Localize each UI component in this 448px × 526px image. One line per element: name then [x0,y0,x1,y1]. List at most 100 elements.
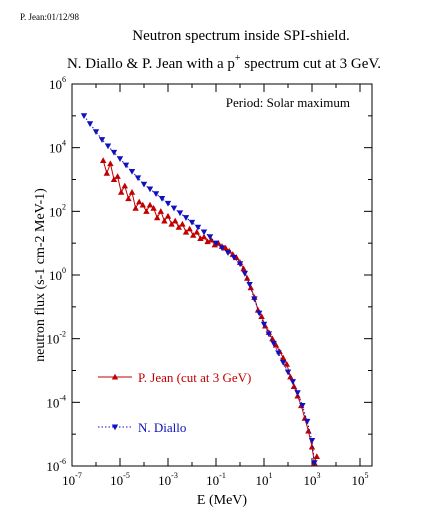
legend-ndiallo: N. Diallo [98,420,186,435]
y-tick-label: 10-2 [46,330,66,347]
series-pjean-point [200,233,208,240]
series-ndiallo-point [98,137,106,143]
series-ndiallo-point [194,224,202,231]
series-ndiallo-point [294,390,301,396]
legend-pjean-swatch-marker [111,373,119,380]
legend-ndiallo-label: N. Diallo [138,420,186,435]
series-pjean-point [172,217,179,224]
series-ndiallo-line [83,115,315,463]
series-ndiallo-point [92,129,100,135]
series-ndiallo-point [218,245,226,252]
series-pjean-point [164,212,172,219]
series-ndiallo-point [140,181,148,188]
series-ndiallo-point [152,191,160,198]
y-axis-label: neutron flux (s-1 cm-2 MeV-1) [33,188,48,362]
series-ndiallo-point [122,162,130,169]
y-tick-label: 10-4 [46,393,66,410]
y-tick-label: 104 [49,139,66,156]
series-ndiallo-point [265,331,272,338]
series-ndiallo-point [164,200,172,207]
y-tick-label: 106 [49,75,66,92]
series-pjean-point [175,224,182,230]
series-pjean-point [258,313,265,319]
x-tick-label: 105 [352,471,369,488]
x-tick-label: 10-1 [206,471,226,488]
series-ndiallo-point [275,350,282,357]
series-pjean-point [211,241,218,248]
series-pjean-point [107,160,114,167]
series-ndiallo-point [280,359,287,366]
x-tick-label: 10-3 [158,471,178,488]
legend-ndiallo-swatch-marker [111,424,119,431]
series-ndiallo-point [260,321,268,328]
series-pjean-point [182,228,190,235]
x-tick-label: 103 [304,471,321,488]
series-ndiallo-point [212,240,220,247]
series-pjean-point [269,335,276,342]
legend-pjean-label: P. Jean (cut at 3 GeV) [138,370,251,385]
series-ndiallo-point [116,156,124,163]
series-pjean-point [222,244,229,251]
series-ndiallo-point [224,250,232,256]
series-ndiallo-point [176,210,184,217]
series-pjean-point [100,157,107,163]
series-pjean-point [179,220,186,227]
series-pjean-point [280,354,287,361]
series-ndiallo-point [188,219,196,226]
series-pjean-point [283,360,290,367]
series-ndiallo-point [110,149,118,156]
series-pjean-point [146,201,154,208]
series-pjean-point [193,228,200,235]
series-ndiallo-point [270,340,277,347]
series-ndiallo-point [206,234,214,240]
series-ndiallo-point [146,186,154,193]
series-ndiallo-point [289,379,296,385]
series-pjean-point [150,204,157,211]
series-pjean-point [208,236,215,243]
y-tick-label: 100 [49,266,66,283]
x-tick-label: 101 [256,471,273,488]
series-ndiallo-point [170,205,178,212]
series-pjean-point [240,265,247,272]
series-ndiallo [80,113,318,467]
series-pjean-point [313,453,320,460]
plot-frame [71,83,373,467]
series-pjean-point [121,182,128,189]
chart-title-line2: N. Diallo & P. Jean with a p+ spectrum c… [67,53,381,72]
x-tick-label: 10-5 [110,471,130,488]
series-ndiallo-point [134,175,142,182]
series-ndiallo-point [251,296,258,303]
series-ndiallo-point [80,113,88,120]
chart-title-line1: Neutron spectrum inside SPI-shield. [132,28,349,44]
series-pjean-point [132,204,139,211]
series-ndiallo-point [246,281,253,288]
legend-pjean: P. Jean (cut at 3 GeV) [98,370,251,385]
period-annotation: Period: Solar maximum [226,95,350,110]
series-pjean-point [118,189,125,195]
series-ndiallo-point [256,310,263,317]
date-stamp: P. Jean:01/12/98 [20,12,80,22]
series-pjean-point [103,169,110,176]
series-pjean-point [204,238,211,245]
series-pjean-point [110,176,118,183]
series-pjean-point [125,195,132,202]
series-pjean-point [308,443,316,450]
series-pjean-point [305,427,312,434]
x-axis-label: E (MeV) [197,493,247,508]
series-pjean-point [190,232,197,238]
series-pjean-point [139,201,146,208]
series-pjean-point [262,322,269,329]
series-ndiallo-point [236,261,244,268]
series-ndiallo-point [104,143,112,150]
series-ndiallo-point [284,369,292,376]
series-ndiallo-point [182,215,190,221]
series-ndiallo-point [308,437,316,444]
series-pjean-point [154,214,161,221]
series-pjean-point [197,235,204,241]
series-ndiallo-point [158,196,166,202]
series-pjean-point [157,208,164,214]
series-pjean-point [136,198,143,205]
series-ndiallo-point [304,418,311,425]
series-ndiallo-point [241,270,248,277]
